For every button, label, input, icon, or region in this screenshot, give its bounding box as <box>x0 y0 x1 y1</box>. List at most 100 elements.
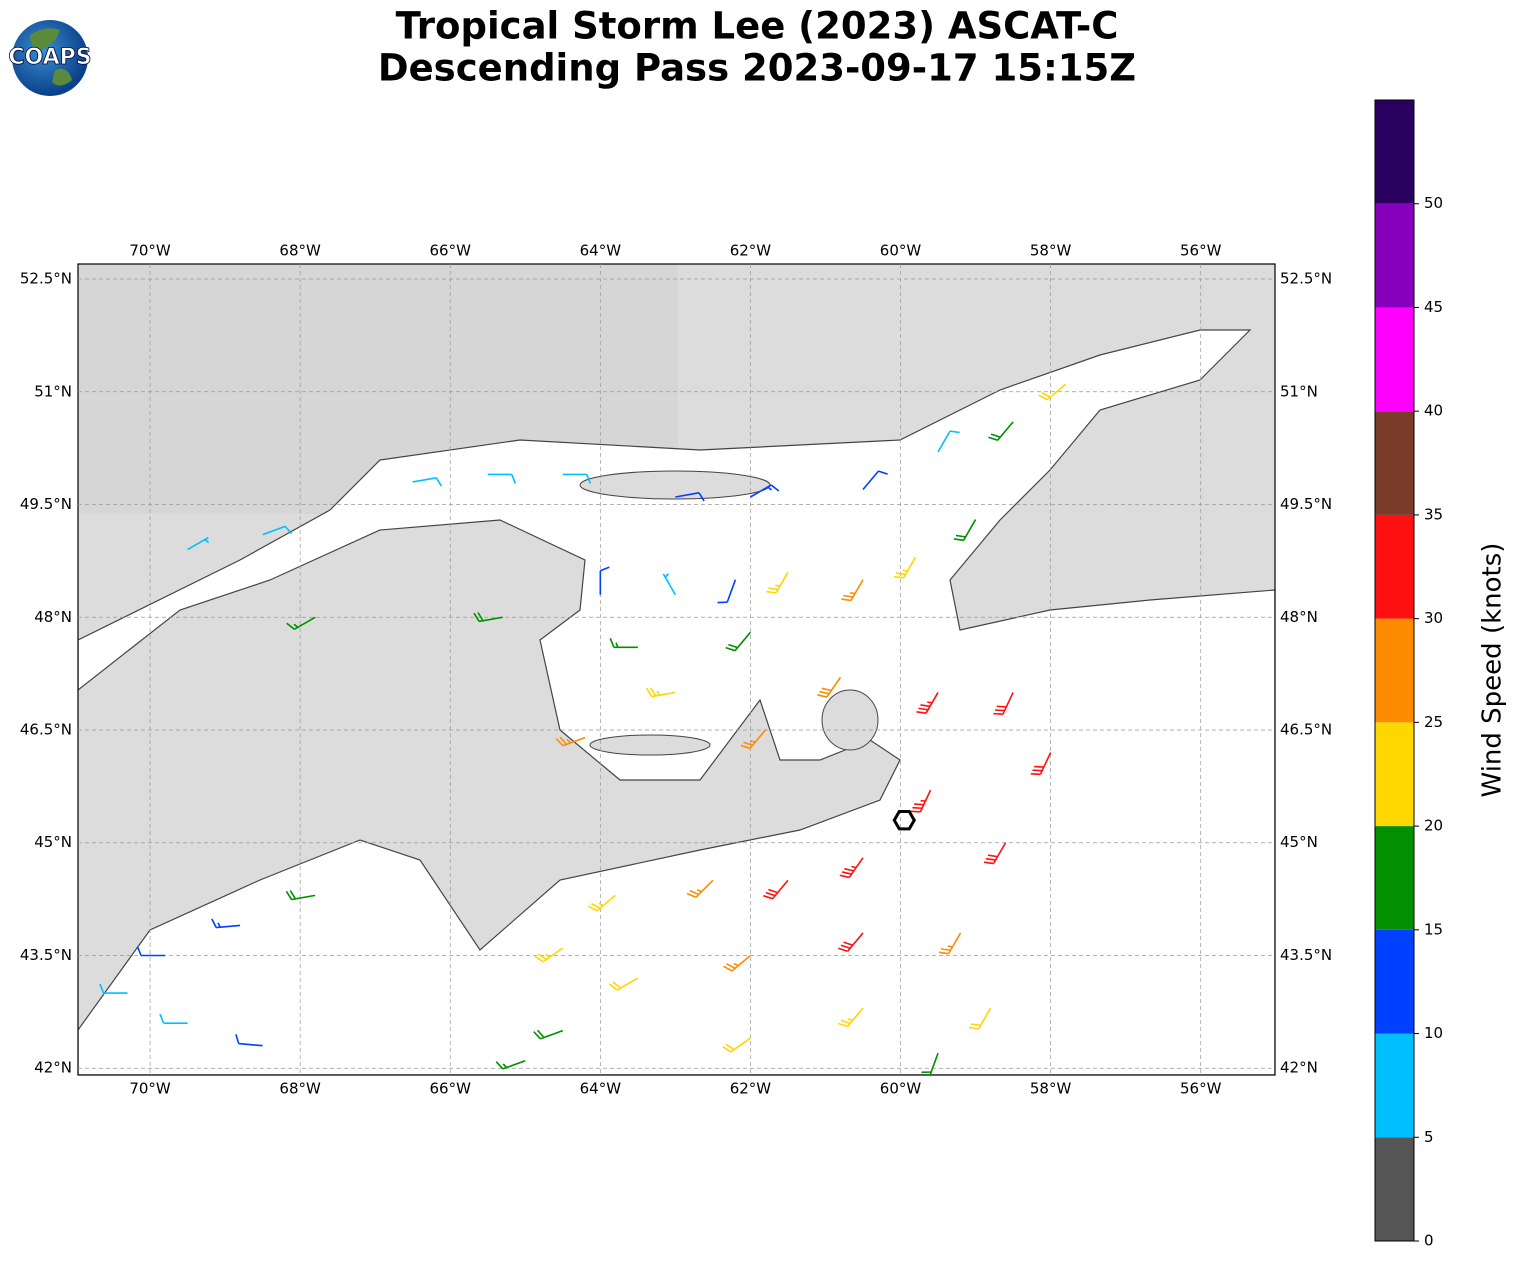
colorbar-label: Wind Speed (knots) <box>1478 543 1508 798</box>
wind-barb <box>740 729 767 750</box>
wind-barb <box>99 983 128 994</box>
y-tick-label: 42°N <box>1280 1059 1318 1077</box>
x-tick-label: 56°W <box>1180 1080 1222 1098</box>
colorbar-tick-label: 40 <box>1424 402 1443 420</box>
wind-barb <box>838 1007 864 1028</box>
wind-barb <box>235 1034 263 1047</box>
y-tick-label: 45°N <box>1280 833 1318 851</box>
colorbar-bin <box>1375 618 1414 723</box>
wind-barb <box>725 631 752 652</box>
x-tick-label: 60°W <box>880 1080 922 1098</box>
y-tick-label: 48°N <box>34 608 72 626</box>
y-tick-label: 49.5°N <box>1280 495 1332 513</box>
wind-barb <box>412 477 443 487</box>
anticosti <box>579 470 771 500</box>
wind-barb <box>159 1013 188 1024</box>
chart-subtitle: Descending Pass 2023-09-17 15:15Z <box>378 47 1136 90</box>
colorbar-tick-label: 20 <box>1424 817 1443 835</box>
pei <box>589 734 711 756</box>
wind-barb <box>662 573 677 596</box>
wind-barb <box>862 470 888 491</box>
x-tick-label: 56°W <box>1180 242 1222 260</box>
chart-title: Tropical Storm Lee (2023) ASCAT-C <box>396 5 1119 48</box>
basemap <box>78 264 1275 1075</box>
x-tick-label: 70°W <box>129 242 171 260</box>
wind-barb <box>533 1029 564 1040</box>
x-tick-label: 64°W <box>580 1080 622 1098</box>
y-tick-label: 45°N <box>34 833 72 851</box>
wind-barb <box>723 954 751 972</box>
wind-barb <box>921 1052 939 1075</box>
wind-barb <box>953 519 977 542</box>
colorbar-bin <box>1375 411 1414 515</box>
y-tick-label: 52.5°N <box>1280 270 1332 288</box>
wind-barb <box>487 473 517 484</box>
wind-barb <box>588 894 616 912</box>
wind-barb <box>187 536 210 551</box>
colorbar-bin <box>1375 1033 1414 1138</box>
wind-barb <box>893 556 917 579</box>
colorbar-tick-label: 50 <box>1424 194 1443 212</box>
x-tick-label: 66°W <box>430 1080 472 1098</box>
x-tick-label: 68°W <box>279 1080 321 1098</box>
colorbar-bin <box>1375 514 1414 619</box>
x-tick-label: 62°W <box>730 1080 772 1098</box>
colorbar-bin <box>1375 203 1414 308</box>
colorbar-tick-label: 35 <box>1424 505 1443 523</box>
logo-land <box>30 28 72 86</box>
x-tick-label: 70°W <box>129 1080 171 1098</box>
wind-barb <box>839 857 864 879</box>
x-tick-label: 68°W <box>279 242 321 260</box>
y-tick-label: 46.5°N <box>20 721 72 739</box>
y-tick-label: 51°N <box>34 382 72 400</box>
wind-barb <box>675 492 705 502</box>
wind-barb <box>838 932 864 953</box>
wind-barb <box>285 890 316 901</box>
barbs <box>99 383 1067 1075</box>
logo-text: COAPS <box>8 45 91 70</box>
cape-breton <box>821 689 879 751</box>
wind-barb <box>817 676 842 698</box>
colorbar-tick-label: 30 <box>1424 609 1443 627</box>
wind-barb <box>262 525 293 536</box>
wind-barb <box>841 579 864 602</box>
colorbar-tick-label: 15 <box>1424 920 1443 938</box>
wind-barb <box>599 566 610 595</box>
wind-barb <box>988 421 1014 441</box>
y-tick-label: 52.5°N <box>20 270 72 288</box>
y-tick-label: 43.5°N <box>20 946 72 964</box>
y-tick-label: 48°N <box>1280 608 1318 626</box>
wind-barb <box>937 430 960 453</box>
wind-barb <box>1038 383 1067 401</box>
x-tick-label: 66°W <box>430 242 472 260</box>
wind-barb <box>983 842 1007 865</box>
colorbar-tick-label: 10 <box>1424 1024 1443 1042</box>
y-tick-label: 46.5°N <box>1280 721 1332 739</box>
wind-barb <box>1030 752 1052 776</box>
wind-barb <box>938 932 962 955</box>
colorbar-tick-label: 5 <box>1424 1128 1434 1146</box>
wind-barb <box>993 692 1014 715</box>
y-tick-label: 42°N <box>34 1059 72 1077</box>
wind-barb <box>286 616 316 630</box>
wind-barb <box>555 736 586 747</box>
colorbar-bin <box>1375 100 1414 204</box>
colorbar-tick-label: 25 <box>1424 713 1443 731</box>
colorbar-frame <box>1374 99 1415 1242</box>
x-tick-label: 62°W <box>730 242 772 260</box>
wind-barb <box>686 879 714 899</box>
logo: COAPS <box>8 20 92 96</box>
wind-barb <box>136 946 166 957</box>
x-tick-label: 58°W <box>1030 242 1072 260</box>
colorbar-bin <box>1375 722 1414 827</box>
wind-barb <box>910 789 932 813</box>
wind-barb <box>473 612 503 623</box>
wind-barb <box>968 1007 992 1030</box>
colorbar-bin <box>1375 929 1414 1034</box>
water <box>78 329 1275 1075</box>
wind-barb <box>609 638 638 649</box>
y-tick-label: 51°N <box>1280 382 1318 400</box>
colorbar-tick-label: 45 <box>1424 298 1443 316</box>
wind-barb <box>916 692 939 715</box>
